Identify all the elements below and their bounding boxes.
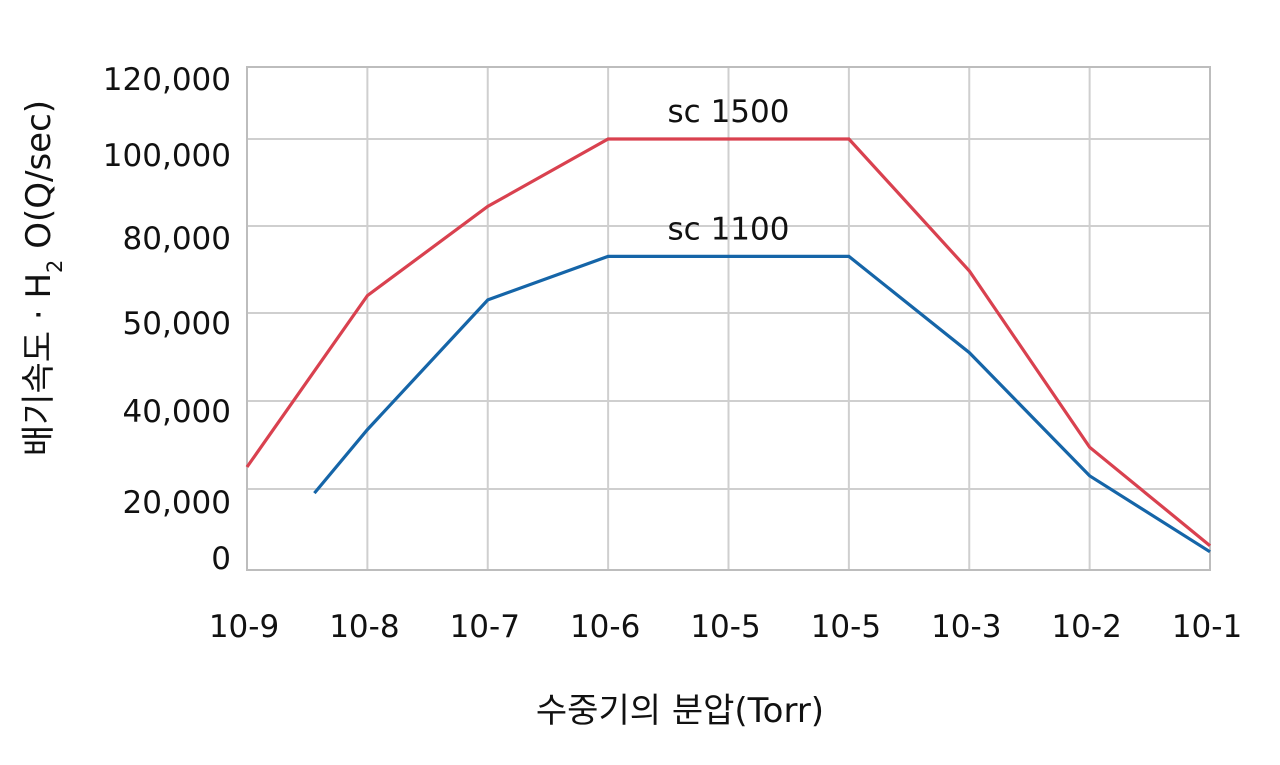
x-tick-label: 10-2 <box>1051 609 1121 645</box>
y-axis-title: 배기속도 · H2 O(Q/sec) <box>19 100 67 456</box>
y-tick-label: 20,000 <box>123 485 231 521</box>
y-axis-title-main: 배기속도 · H <box>19 273 59 456</box>
y-tick-label: 100,000 <box>103 138 231 174</box>
y-tick-label: 120,000 <box>103 62 231 98</box>
x-tick-label: 10-3 <box>931 609 1001 645</box>
y-tick-label: 0 <box>211 541 231 577</box>
grid <box>246 66 1211 571</box>
x-tick-label: 10-5 <box>811 609 881 645</box>
y-tick-label: 50,000 <box>123 306 231 342</box>
x-tick-label: 10-5 <box>690 609 760 645</box>
series-label-sc-1500: sc 1500 <box>668 94 790 130</box>
x-tick-label: 10-8 <box>329 609 399 645</box>
series-line-sc-1500 <box>245 137 1212 547</box>
series-line-sc-1100 <box>313 254 1211 554</box>
y-tick-label: 80,000 <box>123 221 231 257</box>
x-axis-ticks: 10-9 10-8 10-7 10-6 10-5 10-5 10-3 10-2 10-1 <box>209 609 1242 645</box>
x-axis-title: 수중기의 분압(Torr) <box>536 691 824 731</box>
y-axis-ticks: 0 20,000 40,000 50,000 80,000 100,000 120,000 <box>103 62 231 577</box>
x-tick-label: 10-6 <box>570 609 640 645</box>
y-axis-title-subscript: 2 <box>43 260 67 273</box>
x-tick-label: 10-1 <box>1172 609 1242 645</box>
y-tick-label: 40,000 <box>123 394 231 430</box>
series-labels: sc 1500 sc 1100 <box>668 94 790 247</box>
y-axis-title-unit: O(Q/sec) <box>19 100 59 260</box>
series <box>245 137 1212 554</box>
series-label-sc-1100: sc 1100 <box>668 211 790 247</box>
plot-frame <box>246 66 1211 571</box>
x-tick-label: 10-7 <box>450 609 520 645</box>
x-tick-label: 10-9 <box>209 609 279 645</box>
